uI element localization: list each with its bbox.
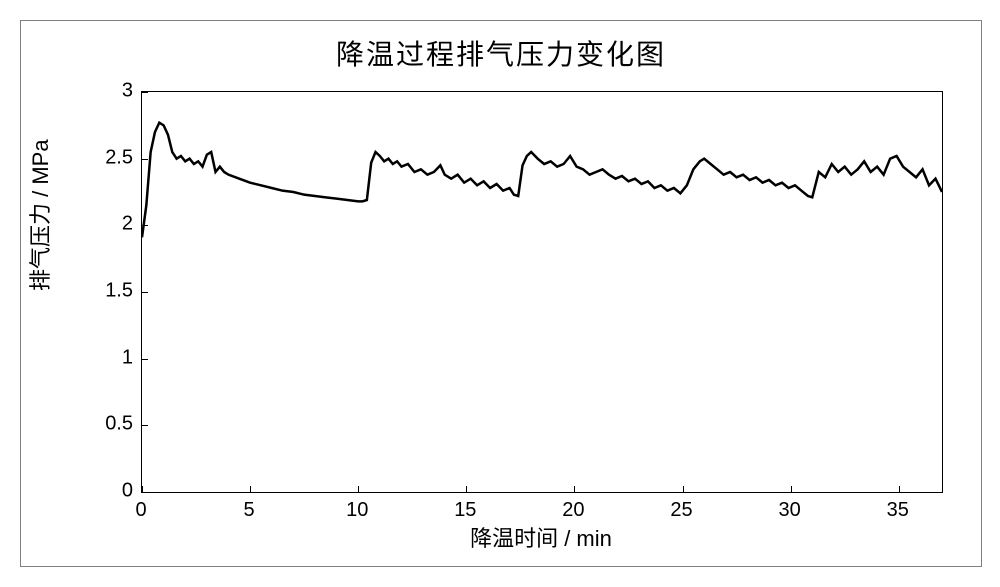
x-tick-mark [142, 486, 143, 492]
x-tick-label: 0 [135, 499, 146, 522]
y-tick-mark [142, 492, 148, 493]
y-tick-mark [142, 359, 148, 360]
x-axis-label: 降温时间 / min [141, 521, 941, 553]
y-tick-mark [142, 425, 148, 426]
y-tick-label: 1.5 [73, 280, 133, 303]
x-tick-mark [358, 486, 359, 492]
y-tick-mark [142, 159, 148, 160]
x-tick-label: 5 [244, 499, 255, 522]
y-tick-label: 0 [73, 480, 133, 503]
chart-title: 降温过程排气压力变化图 [21, 21, 981, 73]
x-tick-label: 20 [562, 499, 584, 522]
y-tick-label: 1 [73, 346, 133, 369]
y-tick-mark [142, 92, 148, 93]
y-tick-label: 0.5 [73, 413, 133, 436]
line-series [142, 92, 942, 492]
y-tick-mark [142, 225, 148, 226]
x-tick-mark [466, 486, 467, 492]
x-tick-mark [791, 486, 792, 492]
x-tick-label: 35 [887, 499, 909, 522]
x-tick-label: 15 [454, 499, 476, 522]
x-tick-label: 10 [346, 499, 368, 522]
x-tick-mark [574, 486, 575, 492]
x-tick-mark [250, 486, 251, 492]
y-tick-label: 2.5 [73, 146, 133, 169]
chart-container: 降温过程排气压力变化图 排气压力 / MPa 降温时间 / min 0 0.5 1 1… [20, 20, 982, 567]
plot-area [141, 91, 943, 493]
y-axis-label: 排气压力 / MPa [23, 139, 55, 291]
y-tick-mark [142, 292, 148, 293]
x-tick-label: 25 [670, 499, 692, 522]
y-tick-label: 2 [73, 213, 133, 236]
x-tick-mark [899, 486, 900, 492]
x-tick-label: 30 [779, 499, 801, 522]
y-tick-label: 3 [73, 80, 133, 103]
x-tick-mark [683, 486, 684, 492]
